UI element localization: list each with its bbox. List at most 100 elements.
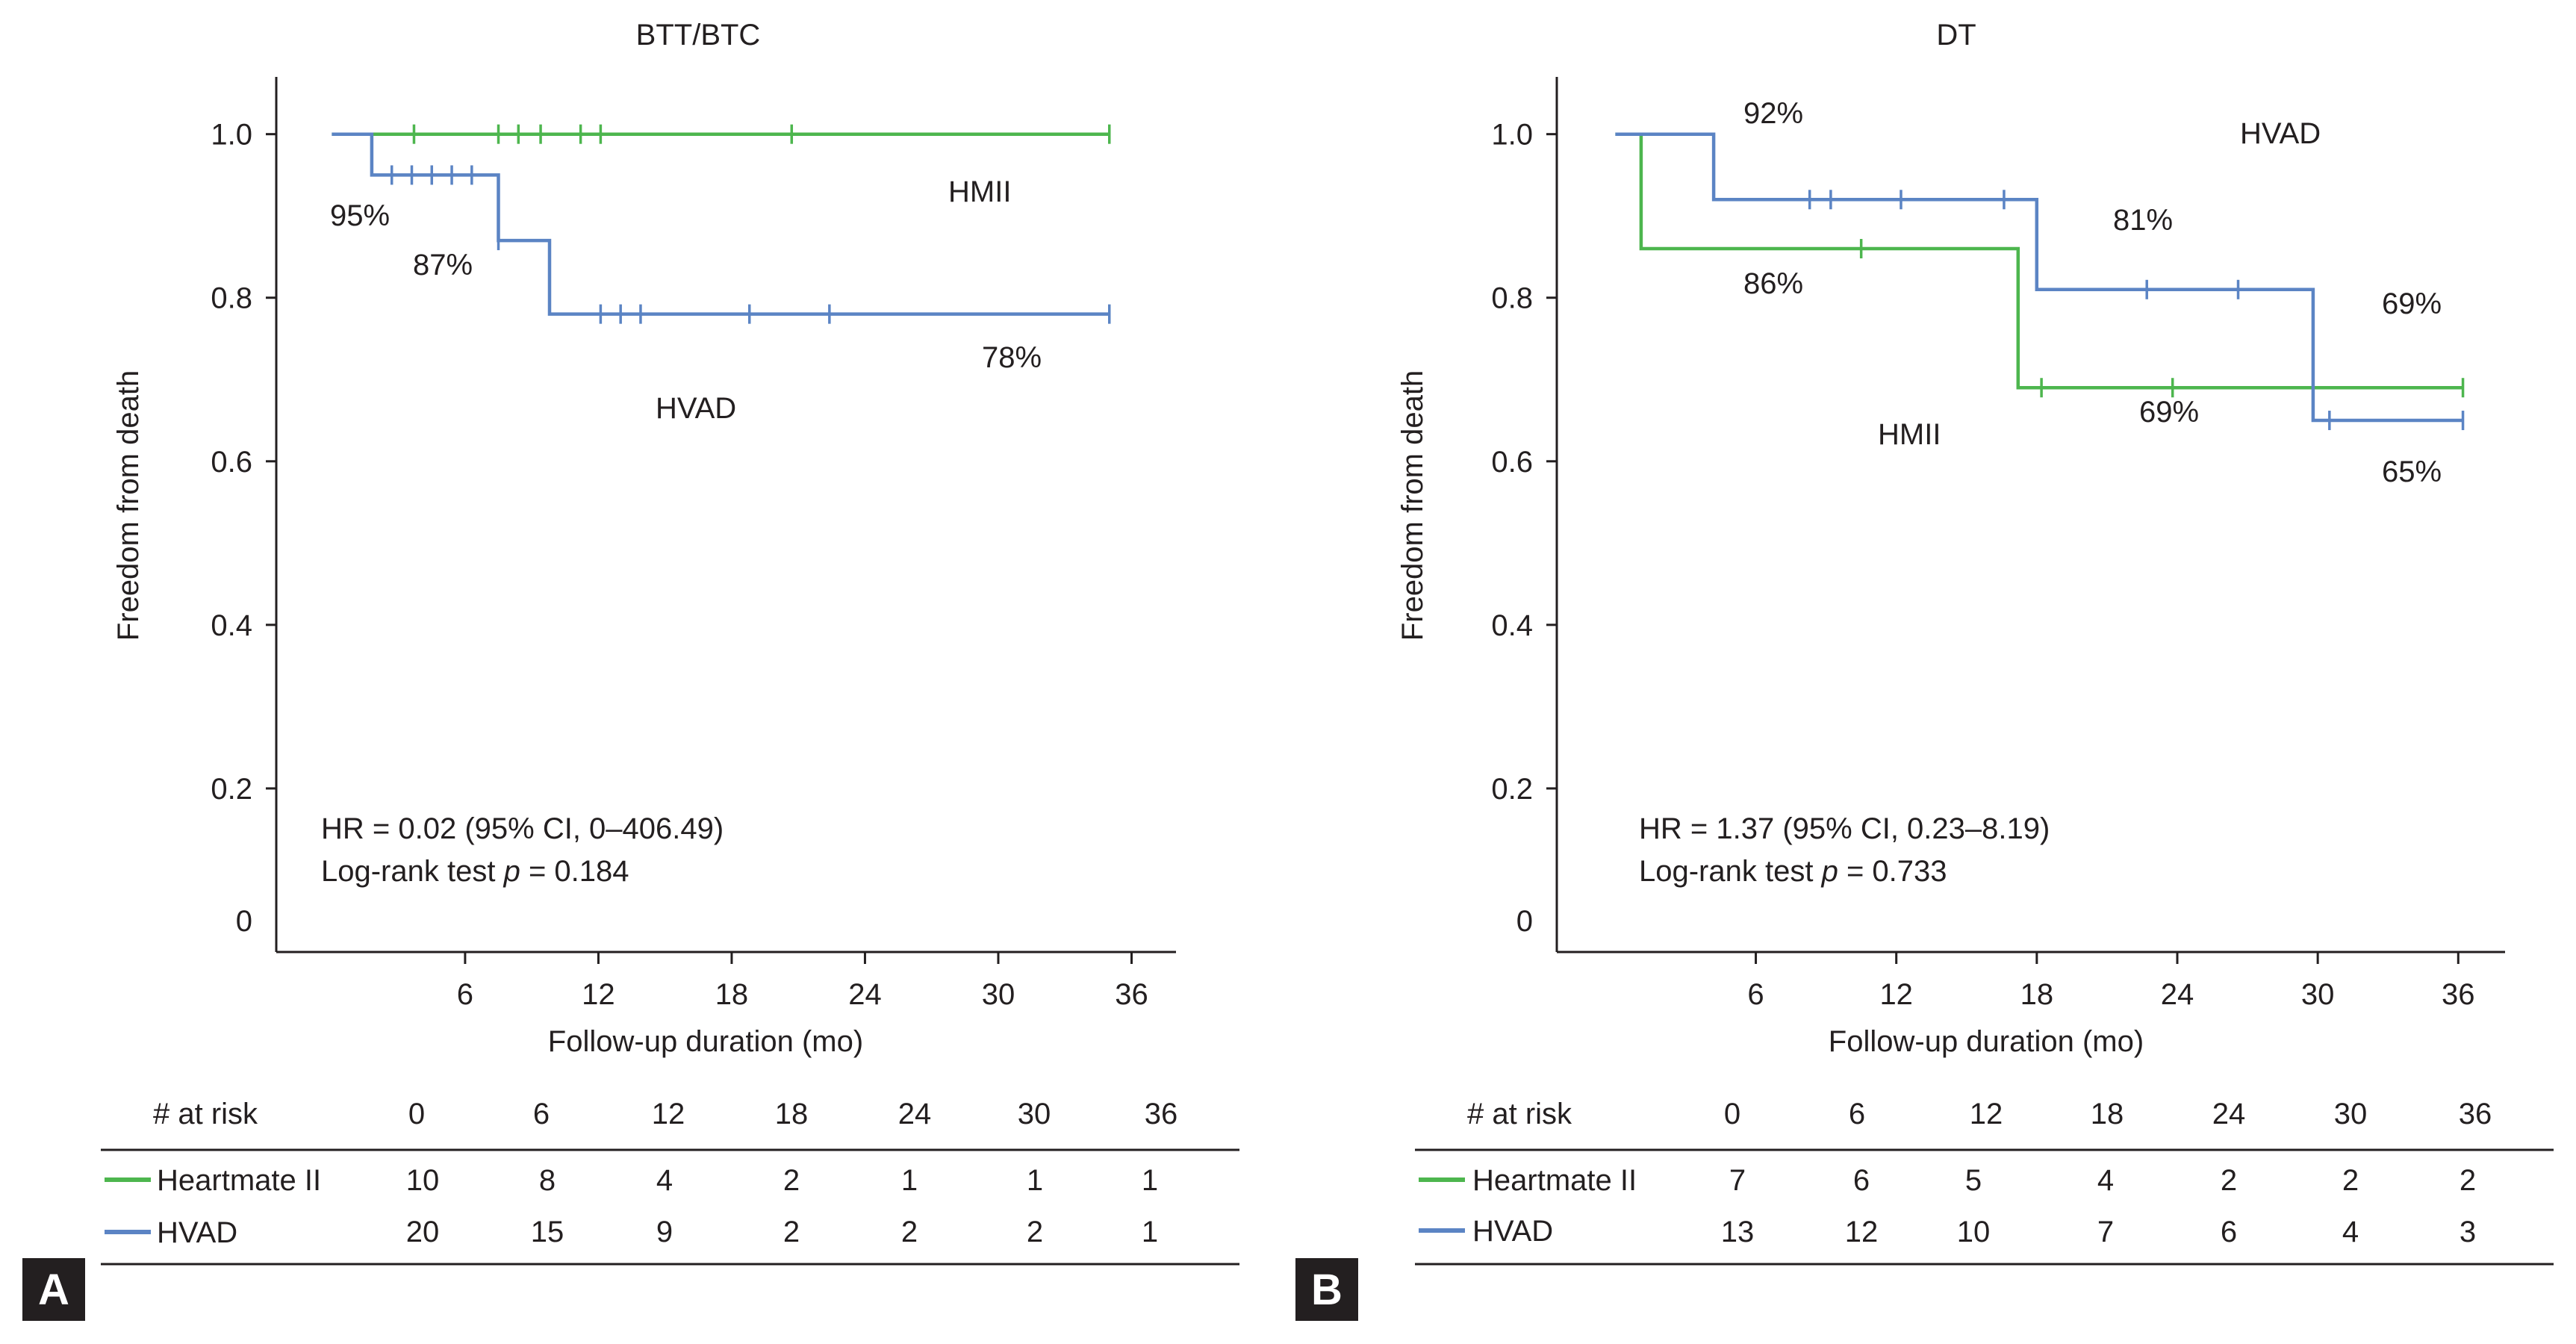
y-ticks: 0 0.2 0.4 0.6 0.8 1.0 (1491, 119, 1557, 938)
risk-table-header: # at risk (1467, 1098, 1572, 1130)
risk-table-cell: 8 (539, 1164, 556, 1197)
hvad-survival-curve (1615, 132, 2463, 423)
risk-table-cell: 6 (2221, 1216, 2237, 1248)
percent-label: 69% (2382, 287, 2442, 320)
risk-row-label: Heartmate II (157, 1164, 321, 1197)
survival-curves (1615, 132, 2465, 431)
panel-a: BTT/BTC Freedom from death Follow-up dur… (22, 19, 1239, 1321)
percent-label: 69% (2139, 396, 2199, 429)
risk-time-header: 0 (1724, 1098, 1740, 1130)
x-tick-label: 24 (848, 978, 882, 1011)
risk-time-header: 12 (1970, 1098, 2003, 1130)
risk-time-header: 24 (2212, 1098, 2246, 1130)
y-tick-label: 0 (236, 905, 252, 938)
log-rank-prefix: Log-rank test (1639, 855, 1822, 888)
percent-label: 65% (2382, 455, 2442, 488)
log-rank-text: Log-rank test p = 0.184 (321, 855, 629, 888)
risk-table-cell: 2 (783, 1216, 800, 1248)
hmii-curve-label: HMII (948, 175, 1011, 208)
chart-title: DT (1936, 19, 1976, 52)
x-tick-label: 24 (2161, 978, 2194, 1011)
y-tick-label: 0 (1516, 905, 1533, 938)
axes: 0 0.2 0.4 0.6 0.8 1.0 6 12 18 24 30 36 (211, 77, 1176, 1011)
x-tick-label: 12 (1879, 978, 1913, 1011)
panel-badge: A (22, 1258, 85, 1321)
risk-table: # at risk 0 6 12 18 24 30 36 Heartmate II HVAD… (101, 1098, 1239, 1266)
risk-time-header: 0 (408, 1098, 425, 1130)
risk-time-header: 6 (533, 1098, 550, 1130)
p-symbol: p (503, 855, 520, 888)
y-ticks: 0 0.2 0.4 0.6 0.8 1.0 (211, 119, 276, 938)
x-tick-label: 18 (2020, 978, 2054, 1011)
x-tick-label: 12 (582, 978, 615, 1011)
risk-table-cell: 1 (1142, 1216, 1158, 1248)
x-tick-label: 36 (1115, 978, 1148, 1011)
risk-time-header: 30 (1018, 1098, 1051, 1130)
risk-row-label: HVAD (1472, 1215, 1553, 1248)
risk-row-label: Heartmate II (1472, 1164, 1637, 1197)
risk-table-cell: 1 (901, 1164, 918, 1197)
risk-table-cell: 4 (2342, 1216, 2359, 1248)
risk-time-header: 30 (2334, 1098, 2368, 1130)
risk-table-cell: 9 (656, 1216, 673, 1248)
risk-table-cell: 2 (1027, 1216, 1043, 1248)
risk-table-cell: 1 (1027, 1164, 1043, 1197)
x-axis-label: Follow-up duration (mo) (1829, 1025, 2144, 1058)
curve-annotations: HVAD HMII 92% 86% 81% 69% 69% 65% (1743, 97, 2442, 488)
risk-table-cell: 12 (1845, 1216, 1879, 1248)
x-tick-label: 36 (2442, 978, 2475, 1011)
x-axis-label: Follow-up duration (mo) (548, 1025, 863, 1058)
risk-table-times: 0 6 12 18 24 30 36 (1724, 1098, 2492, 1130)
percent-label: 87% (413, 249, 473, 281)
stats-block: HR = 0.02 (95% CI, 0–406.49) Log-rank te… (321, 812, 724, 888)
risk-table-header: # at risk (153, 1098, 258, 1130)
risk-table: # at risk 0 6 12 18 24 30 36 Heartmate II HVAD… (1415, 1098, 2554, 1266)
percent-label: 86% (1743, 267, 1803, 300)
y-tick-label: 0.8 (1491, 282, 1533, 315)
risk-time-header: 24 (898, 1098, 932, 1130)
risk-table-cell: 20 (406, 1216, 440, 1248)
log-rank-text: Log-rank test p = 0.733 (1639, 855, 1947, 888)
p-value: = 0.184 (520, 855, 629, 888)
y-tick-label: 1.0 (1491, 119, 1533, 152)
y-tick-label: 0.2 (211, 773, 252, 806)
panel-b: DT Freedom from death Follow-up duration… (1295, 19, 2554, 1321)
hmii-curve-label: HMII (1878, 418, 1941, 451)
x-tick-label: 6 (457, 978, 473, 1011)
y-axis-label: Freedom from death (1396, 370, 1429, 641)
hvad-curve-label: HVAD (2240, 117, 2321, 150)
y-tick-label: 0.2 (1491, 773, 1533, 806)
risk-table-cell: 5 (1965, 1164, 1982, 1197)
risk-table-cell: 10 (406, 1164, 440, 1197)
risk-table-cell: 15 (531, 1216, 564, 1248)
panel-badge-box (22, 1258, 85, 1321)
risk-table-cell: 13 (1721, 1216, 1755, 1248)
risk-table-cell: 2 (2342, 1164, 2359, 1197)
risk-table-cell: 2 (901, 1216, 918, 1248)
hazard-ratio-text: HR = 0.02 (95% CI, 0–406.49) (321, 812, 724, 845)
risk-time-header: 12 (652, 1098, 685, 1130)
risk-table-values: 7 6 5 4 2 2 2 13 12 10 7 6 4 3 (1721, 1164, 2476, 1248)
risk-time-header: 18 (775, 1098, 809, 1130)
percent-label: 81% (2113, 204, 2173, 237)
log-rank-prefix: Log-rank test (321, 855, 504, 888)
percent-label: 95% (330, 199, 390, 232)
y-tick-label: 0.4 (1491, 609, 1533, 642)
risk-row-label: HVAD (157, 1216, 237, 1249)
hvad-curve-label: HVAD (656, 392, 736, 425)
p-value: = 0.733 (1838, 855, 1947, 888)
risk-table-values: 10 8 4 2 1 1 1 20 15 9 2 2 2 1 (406, 1164, 1158, 1248)
risk-table-cell: 2 (2221, 1164, 2237, 1197)
x-ticks: 6 12 18 24 30 36 (1747, 952, 2475, 1011)
curve-annotations: HMII HVAD 95% 87% 78% (330, 175, 1042, 425)
risk-table-cell: 3 (2460, 1216, 2476, 1248)
risk-table-cell: 4 (656, 1164, 673, 1197)
risk-table-cell: 7 (2097, 1216, 2114, 1248)
hvad-survival-curve (332, 132, 1110, 316)
stats-block: HR = 1.37 (95% CI, 0.23–8.19) Log-rank t… (1639, 812, 2050, 888)
panel-label: A (38, 1266, 69, 1314)
risk-table-cell: 2 (2460, 1164, 2476, 1197)
risk-table-times: 0 6 12 18 24 30 36 (408, 1098, 1177, 1130)
y-tick-label: 0.6 (1491, 446, 1533, 479)
